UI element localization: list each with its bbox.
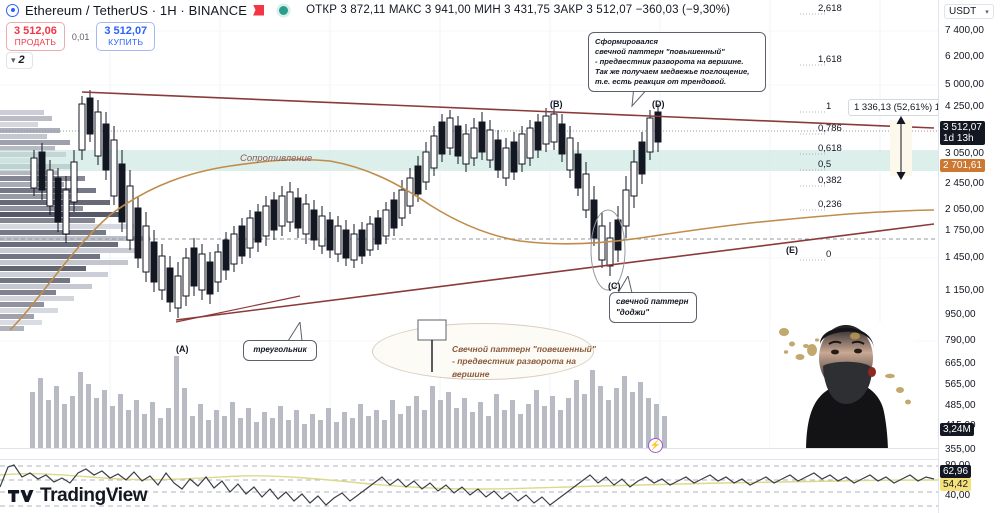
chevron-down-icon: ▾ [11,54,16,65]
fib-label: 0,618 [818,143,842,154]
price-tick: 2 450,00 [945,178,984,189]
lower-trendline [175,223,935,321]
pane-separator-volume[interactable] [0,448,938,449]
tradingview-watermark: TradingView [8,485,148,507]
triangle-annotation-text: треугольник [253,345,307,354]
price-tick: 1 150,00 [945,285,984,296]
ohlc-legend: ОТКР 3 872,11 МАКС 3 941,00 МИН 3 431,75… [306,4,731,16]
buy-price: 3 512,07 [104,25,148,37]
sell-button[interactable]: 3 512,06 ПРОДАТЬ [6,22,65,52]
wave-label-b: (B) [550,99,563,109]
grid-horizontal [0,30,938,342]
wave-label-e: (E) [786,245,798,255]
rsi-badge[interactable]: 62,96 [940,465,972,478]
triangle-callout-tail [287,322,303,342]
hanging-man-candle-icon [417,319,447,372]
fib-levels-lines [800,13,826,261]
wave-label-c: (C) [608,281,621,291]
price-tick: 2 050,00 [945,204,984,215]
price-tick: 355,00 [945,444,976,455]
pane-separator-rsi[interactable] [0,459,938,460]
spread-value: 0,01 [71,31,90,42]
measurement-bracket [890,115,912,181]
price-tick: 950,00 [945,309,976,320]
price-tick: 485,00 [945,400,976,411]
chart-header: Ethereum / TetherUS · 1H · BINANCE ОТКР … [0,0,1000,20]
fib-label: 0,236 [818,199,842,210]
fib-label: 0,786 [818,123,842,134]
price-tick: 5 000,00 [945,79,984,90]
rsi-pane[interactable] [0,459,938,513]
fib-label: 0,5 [818,159,832,170]
rsi-ma-badge[interactable]: 54,42 [940,478,972,491]
fib-label: 1 [826,101,832,112]
price-tick: 7 400,00 [945,25,984,36]
candlestick-series [30,90,662,318]
price-tick: 790,00 [945,335,976,346]
price-tick: 1 450,00 [945,252,984,263]
fib-label: 2,618 [818,3,842,14]
volume-histogram [30,356,667,448]
fib-label: 0 [826,249,832,260]
price-tick: 40,00 [945,490,971,501]
layers-count: 2 [18,54,25,66]
fib-label: 0,382 [818,175,842,186]
binance-flag-icon [253,4,265,16]
fib-label: 1,618 [818,54,842,65]
currency-selector[interactable]: USDT ▾ [944,4,994,19]
upper-trendline [81,91,935,129]
price-tick: 6 200,00 [945,51,984,62]
sell-label: ПРОДАТЬ [14,36,57,47]
wave-label-d: (D) [652,99,665,109]
buy-button[interactable]: 3 512,07 КУПИТЬ [96,22,156,52]
chart-plot-area[interactable] [0,0,938,460]
top-annotation-text: Сформировался свечной паттерн "повышенны… [595,37,750,87]
ma-price-badge[interactable]: 2 701,61 [940,159,985,172]
top-annotation-callout[interactable]: Сформировался свечной паттерн "повышенны… [588,32,766,93]
hanging-man-text: Свечной паттерн "повешенный" - предвестн… [452,344,596,379]
volume-badge[interactable]: 3,24M [940,423,974,436]
symbol-title[interactable]: Ethereum / TetherUS · 1H · BINANCE [25,2,248,18]
doji-annotation-callout[interactable]: свечной паттерн "доджи" [609,292,697,324]
moving-average-line [9,158,935,331]
price-tick: 3 050,00 [945,148,984,159]
layers-toggle[interactable]: ▾ 2 [6,52,33,69]
currency-label: USDT [949,6,977,17]
triangle-leg [175,295,301,323]
overlay-photo [770,322,914,448]
sell-price: 3 512,06 [14,25,57,37]
price-tick: 1 750,00 [945,225,984,236]
tradingview-brand: TradingView [40,485,148,506]
triangle-annotation-callout[interactable]: треугольник [243,340,317,361]
market-open-dot-icon [279,5,289,15]
chevron-down-icon: ▾ [985,8,989,16]
wave-label-a: (A) [176,344,189,354]
hanging-man-ellipse[interactable] [372,323,594,380]
price-scale[interactable]: USDT ▾ 7 400,00 6 200,00 5 000,00 4 250,00 3… [938,0,1000,513]
countdown-label: 1d 13h [943,133,974,144]
doji-annotation-text: свечной паттерн "доджи" [616,297,689,317]
last-price-badge[interactable]: 3 512,07 1d 13h [940,121,985,145]
lightning-event-icon[interactable]: ⚡ [648,438,663,453]
doji-highlight-ellipse [590,209,626,291]
buy-label: КУПИТЬ [108,36,144,47]
trade-panel: 3 512,06 ПРОДАТЬ 0,01 3 512,07 КУПИТЬ [6,22,156,52]
price-tick: 665,00 [945,358,976,369]
price-tick: 4 250,00 [945,101,984,112]
resistance-label: Сопротивление [240,153,313,164]
price-tick: 565,00 [945,379,976,390]
tradingview-logo-icon [8,490,34,502]
tradingview-circle-icon [6,3,19,17]
